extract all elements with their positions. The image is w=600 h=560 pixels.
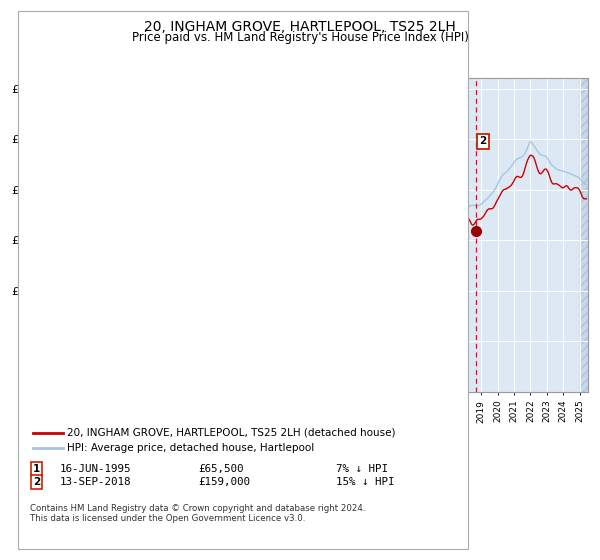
Text: 1: 1 [97,136,104,146]
Bar [580,78,588,392]
Text: 15% ↓ HPI: 15% ↓ HPI [336,477,395,487]
Text: 20, INGHAM GROVE, HARTLEPOOL, TS25 2LH (detached house): 20, INGHAM GROVE, HARTLEPOOL, TS25 2LH (… [67,428,396,438]
Text: 2: 2 [479,136,487,146]
Text: This data is licensed under the Open Government Licence v3.0.: This data is licensed under the Open Gov… [30,514,305,523]
Text: Price paid vs. HM Land Registry's House Price Index (HPI): Price paid vs. HM Land Registry's House … [131,31,469,44]
Text: 2: 2 [33,477,40,487]
Bar [54,78,69,392]
Text: £65,500: £65,500 [198,464,244,474]
Text: 1: 1 [33,464,40,474]
Text: Contains HM Land Registry data © Crown copyright and database right 2024.: Contains HM Land Registry data © Crown c… [30,504,365,513]
Text: £159,000: £159,000 [198,477,250,487]
Text: HPI: Average price, detached house, Hartlepool: HPI: Average price, detached house, Hart… [67,443,314,453]
Text: 20, INGHAM GROVE, HARTLEPOOL, TS25 2LH: 20, INGHAM GROVE, HARTLEPOOL, TS25 2LH [144,20,456,34]
Text: 16-JUN-1995: 16-JUN-1995 [60,464,131,474]
Text: 7% ↓ HPI: 7% ↓ HPI [336,464,388,474]
Text: 13-SEP-2018: 13-SEP-2018 [60,477,131,487]
